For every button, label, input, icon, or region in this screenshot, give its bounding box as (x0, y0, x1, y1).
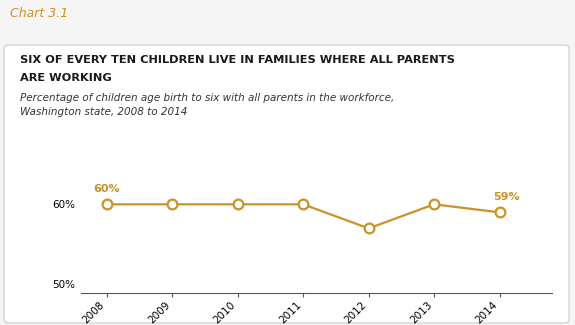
Text: Washington state, 2008 to 2014: Washington state, 2008 to 2014 (20, 107, 187, 117)
Text: 60%: 60% (93, 184, 120, 194)
Text: Percentage of children age birth to six with all parents in the workforce,: Percentage of children age birth to six … (20, 93, 394, 103)
Text: ARE WORKING: ARE WORKING (20, 73, 112, 83)
Text: Chart 3.1: Chart 3.1 (10, 7, 68, 20)
Text: 59%: 59% (493, 192, 519, 202)
Text: SIX OF EVERY TEN CHILDREN LIVE IN FAMILIES WHERE ALL PARENTS: SIX OF EVERY TEN CHILDREN LIVE IN FAMILI… (20, 55, 455, 65)
FancyBboxPatch shape (4, 45, 569, 323)
